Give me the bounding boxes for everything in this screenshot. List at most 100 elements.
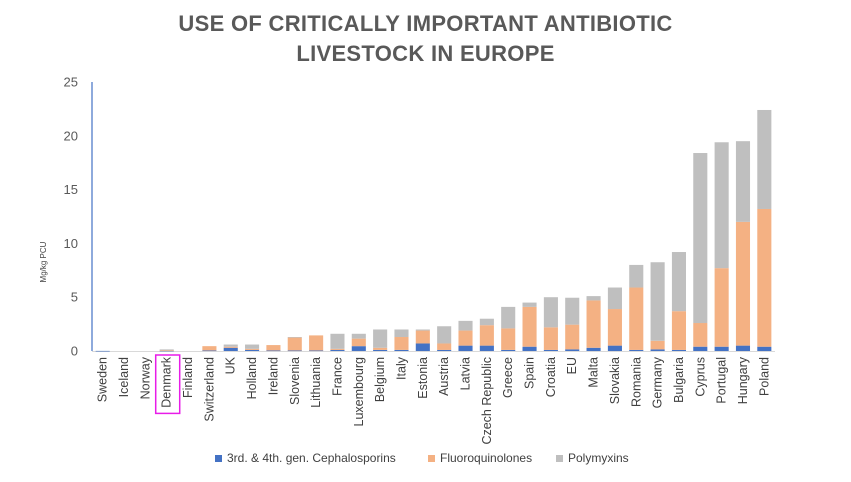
bar-segment-cephalosporins (522, 346, 537, 351)
bar-segment-cephalosporins (266, 350, 281, 352)
bar-segment-polymyxins (437, 326, 452, 344)
chart-title-line-2: LIVESTOCK IN EUROPE (296, 41, 555, 66)
y-axis-label: Mg/kg PCU (39, 241, 48, 282)
x-category-label: Austria (437, 357, 451, 396)
x-category-label: Czech Republic (480, 357, 494, 445)
bar-segment-polymyxins (735, 141, 751, 222)
bar-segment-fluoroquinolones (565, 324, 580, 350)
x-category-label: Belgium (373, 357, 387, 402)
bar-segment-cephalosporins (757, 346, 772, 351)
bar-segment-cephalosporins (458, 345, 473, 351)
bar-segment-polymyxins (629, 264, 644, 288)
bar-segment-fluoroquinolones (309, 335, 324, 351)
bar-segment-cephalosporins (693, 346, 708, 351)
y-tick-label: 25 (64, 75, 78, 90)
bar-segment-fluoroquinolones (458, 330, 473, 346)
bar-segment-polymyxins (586, 296, 601, 301)
x-category-label: Estonia (416, 357, 430, 399)
bar-segment-polymyxins (223, 344, 238, 347)
bar-segment-fluoroquinolones (287, 337, 302, 351)
bar-segment-fluoroquinolones (394, 337, 409, 350)
x-category-label: UK (224, 356, 238, 374)
bar-segment-polymyxins (479, 318, 494, 326)
x-category-label: Sweden (96, 357, 110, 402)
bar-segment-polymyxins (330, 333, 345, 349)
y-tick-label: 15 (64, 182, 78, 197)
y-tick-label: 5 (71, 290, 78, 305)
bar-segment-cephalosporins (351, 346, 366, 351)
x-category-label: Portugal (715, 357, 729, 404)
x-category-label: Slovakia (608, 357, 622, 404)
x-category-label: EU (565, 357, 579, 374)
x-category-label: Greece (501, 357, 515, 398)
x-category-label: Luxembourg (352, 357, 366, 427)
bar-segment-fluoroquinolones (671, 311, 686, 350)
bar-segment-fluoroquinolones (735, 221, 751, 346)
bar-segment-cephalosporins (479, 345, 494, 351)
bar-segment-fluoroquinolones (159, 350, 174, 352)
bar-segment-fluoroquinolones (693, 323, 708, 347)
bar-segment-cephalosporins (159, 350, 174, 352)
highlight-box (154, 354, 181, 415)
bar-segment-fluoroquinolones (501, 328, 516, 350)
y-tick-label: 0 (71, 344, 78, 359)
x-category-label: Italy (394, 356, 408, 380)
x-category-label: Lithuania (309, 357, 323, 408)
bar-segment-polymyxins (543, 297, 558, 328)
legend-swatch (556, 455, 563, 462)
bar-segment-fluoroquinolones (650, 340, 665, 350)
bar-segment-cephalosporins (287, 350, 302, 352)
bar-segment-polymyxins (245, 344, 260, 349)
x-category-label: Denmark (160, 356, 174, 407)
x-category-label: Ireland (266, 357, 280, 395)
bar-segment-polymyxins (671, 252, 686, 312)
bar-segment-fluoroquinolones (586, 300, 601, 348)
chart-title-line-1: USE OF CRITICALLY IMPORTANT ANTIBIOTIC (178, 11, 673, 36)
bar-segment-cephalosporins (650, 349, 665, 351)
bar-segment-fluoroquinolones (757, 208, 772, 347)
legend-label: Fluoroquinolones (440, 451, 532, 465)
bar-segment-polymyxins (522, 302, 537, 307)
bar-segment-fluoroquinolones (202, 346, 217, 351)
bar-segment-fluoroquinolones (351, 338, 366, 347)
bar-segment-cephalosporins (330, 349, 345, 351)
bar-segment-cephalosporins (501, 349, 516, 351)
x-category-label: Latvia (459, 357, 473, 390)
x-category-label: Poland (757, 357, 771, 396)
bar-segment-cephalosporins (671, 349, 686, 351)
x-category-label: Norway (138, 356, 152, 399)
x-category-label: Croatia (544, 357, 558, 397)
bar-segment-cephalosporins (95, 350, 110, 352)
bar-segment-cephalosporins (586, 347, 601, 351)
x-category-label: France (330, 357, 344, 396)
bar-segment-polymyxins (458, 320, 473, 331)
bar-segment-fluoroquinolones (373, 347, 388, 350)
bar-segment-fluoroquinolones (629, 287, 644, 350)
bar-segment-fluoroquinolones (266, 345, 281, 351)
legend-swatch (428, 455, 435, 462)
bar-segment-polymyxins (565, 297, 580, 325)
bar-segment-cephalosporins (565, 349, 580, 351)
bar-segment-cephalosporins (202, 350, 217, 352)
x-category-label: Slovenia (288, 357, 302, 405)
bar-segment-polymyxins (159, 349, 174, 351)
x-category-label: Iceland (117, 357, 131, 397)
bar-segment-polymyxins (287, 337, 302, 338)
bar-segment-fluoroquinolones (543, 327, 558, 350)
legend-label: Polymyxins (568, 451, 629, 465)
bar-segment-cephalosporins (223, 347, 238, 351)
y-tick-label: 10 (64, 236, 78, 251)
bar-segment-polymyxins (607, 287, 622, 310)
bar-segment-fluoroquinolones (223, 346, 238, 348)
x-category-label: Hungary (736, 356, 750, 404)
bar-segment-polymyxins (373, 329, 388, 348)
legend-label: 3rd. & 4th. gen. Cephalosporins (227, 451, 396, 465)
x-category-label: Finland (181, 357, 195, 398)
x-category-label: Cyprus (693, 357, 707, 397)
x-category-label: Spain (523, 357, 537, 389)
bar-segment-polymyxins (415, 329, 430, 331)
bar-segment-cephalosporins (714, 346, 729, 351)
bar-segment-cephalosporins (437, 349, 452, 351)
bar-segment-fluoroquinolones (479, 325, 494, 346)
